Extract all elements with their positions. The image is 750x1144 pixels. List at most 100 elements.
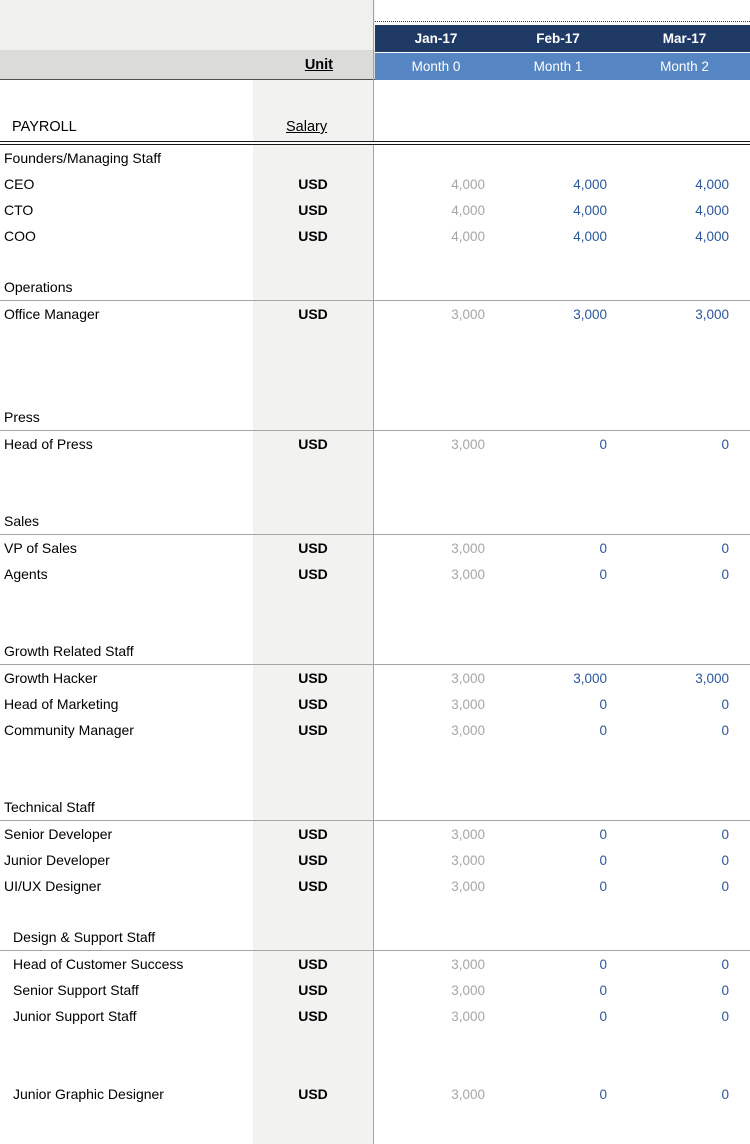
cell-unit[interactable]: USD	[298, 1086, 328, 1102]
cell-value-month1[interactable]: 0	[599, 827, 607, 842]
cell-unit[interactable]: USD	[298, 228, 328, 244]
month-header-cell[interactable]: Mar-17	[662, 31, 707, 46]
section-label[interactable]: Founders/Managing Staff	[4, 150, 161, 166]
cell-value-month2[interactable]: 0	[721, 1009, 729, 1024]
cell-value-month1[interactable]: 0	[599, 879, 607, 894]
month-number-cell[interactable]: Month 2	[660, 59, 709, 74]
cell-value-month0[interactable]: 4,000	[451, 203, 485, 218]
cell-value-month0[interactable]: 3,000	[451, 437, 485, 452]
cell-value-month1[interactable]: 0	[599, 697, 607, 712]
cell-value-month0[interactable]: 3,000	[451, 567, 485, 582]
cell-value-month2[interactable]: 3,000	[695, 671, 729, 686]
cell-unit[interactable]: USD	[298, 878, 328, 894]
cell-unit[interactable]: USD	[298, 176, 328, 192]
cell-role-label[interactable]: Growth Hacker	[4, 670, 98, 686]
cell-value-month2[interactable]: 4,000	[695, 177, 729, 192]
cell-value-month1[interactable]: 3,000	[573, 671, 607, 686]
cell-value-month1[interactable]: 4,000	[573, 229, 607, 244]
cell-role-label[interactable]: CTO	[4, 202, 34, 218]
cell-value-month1[interactable]: 0	[599, 1009, 607, 1024]
cell-value-month1[interactable]: 4,000	[573, 203, 607, 218]
cell-value-month0[interactable]: 3,000	[451, 879, 485, 894]
cell-value-month0[interactable]: 3,000	[451, 541, 485, 556]
month-number-cell[interactable]: Month 0	[411, 59, 461, 74]
cell-role-label[interactable]: Senior Support Staff	[13, 982, 139, 998]
cell-value-month2[interactable]: 0	[721, 827, 729, 842]
cell-value-month1[interactable]: 0	[599, 983, 607, 998]
unit-column-header[interactable]: Unit	[304, 56, 333, 73]
month-number-cell[interactable]: Month 1	[533, 59, 583, 74]
cell-value-month2[interactable]: 0	[721, 879, 729, 894]
cell-role-label[interactable]: Head of Press	[4, 436, 93, 452]
cell-value-month0[interactable]: 3,000	[451, 853, 485, 868]
cell-unit[interactable]: USD	[298, 696, 328, 712]
cell-value-month1[interactable]: 0	[599, 723, 607, 738]
cell-unit[interactable]: USD	[298, 202, 328, 218]
cell-value-month0[interactable]: 3,000	[451, 723, 485, 738]
cell-value-month2[interactable]: 0	[721, 957, 729, 972]
cell-value-month0[interactable]: 3,000	[451, 957, 485, 972]
cell-value-month0[interactable]: 3,000	[451, 1009, 485, 1024]
section-label[interactable]: Growth Related Staff	[4, 643, 134, 659]
cell-unit[interactable]: USD	[298, 826, 328, 842]
section-label[interactable]: Technical Staff	[4, 799, 95, 815]
section-label[interactable]: Press	[4, 409, 40, 425]
cell-role-label[interactable]: Senior Developer	[4, 826, 113, 842]
cell-value-month2[interactable]: 0	[721, 1087, 729, 1102]
cell-value-month2[interactable]: 0	[721, 983, 729, 998]
cell-unit[interactable]: USD	[298, 722, 328, 738]
cell-unit[interactable]: USD	[298, 566, 328, 582]
cell-value-month0[interactable]: 3,000	[451, 827, 485, 842]
cell-value-month1[interactable]: 0	[599, 541, 607, 556]
cell-role-label[interactable]: Agents	[4, 566, 48, 582]
cell-value-month2[interactable]: 0	[721, 697, 729, 712]
cell-unit[interactable]: USD	[298, 852, 328, 868]
cell-unit[interactable]: USD	[298, 1008, 328, 1024]
cell-value-month2[interactable]: 0	[721, 541, 729, 556]
cell-value-month1[interactable]: 3,000	[573, 307, 607, 322]
cell-value-month0[interactable]: 3,000	[451, 671, 485, 686]
cell-role-label[interactable]: COO	[4, 228, 36, 244]
section-label[interactable]: Design & Support Staff	[13, 929, 156, 945]
section-label[interactable]: Sales	[4, 513, 40, 529]
month-header-cell[interactable]: Jan-17	[414, 31, 458, 46]
cell-value-month1[interactable]: 0	[599, 437, 607, 452]
cell-value-month0[interactable]: 4,000	[451, 229, 485, 244]
cell-role-label[interactable]: Junior Support Staff	[13, 1008, 137, 1024]
cell-value-month0[interactable]: 3,000	[451, 983, 485, 998]
cell-value-month0[interactable]: 3,000	[451, 697, 485, 712]
cell-value-month2[interactable]: 3,000	[695, 307, 729, 322]
cell-unit[interactable]: USD	[298, 436, 328, 452]
cell-role-label[interactable]: Head of Customer Success	[13, 956, 184, 972]
cell-role-label[interactable]: UI/UX Designer	[4, 878, 102, 894]
cell-unit[interactable]: USD	[298, 982, 328, 998]
cell-value-month1[interactable]: 4,000	[573, 177, 607, 192]
cell-value-month2[interactable]: 0	[721, 437, 729, 452]
cell-value-month0[interactable]: 3,000	[451, 1087, 485, 1102]
cell-role-label[interactable]: Head of Marketing	[4, 696, 119, 712]
month-header-cell[interactable]: Feb-17	[536, 31, 580, 46]
cell-value-month1[interactable]: 0	[599, 1087, 607, 1102]
cell-role-label[interactable]: Junior Developer	[4, 852, 110, 868]
cell-value-month2[interactable]: 0	[721, 853, 729, 868]
cell-value-month2[interactable]: 0	[721, 567, 729, 582]
cell-role-label[interactable]: VP of Sales	[4, 540, 77, 556]
cell-role-label[interactable]: CEO	[4, 176, 35, 192]
cell-role-label[interactable]: Community Manager	[4, 722, 134, 738]
table-row: Head of Customer Success USD 3,000 0 0	[0, 951, 750, 977]
cell-value-month1[interactable]: 0	[599, 853, 607, 868]
cell-value-month0[interactable]: 4,000	[451, 177, 485, 192]
cell-unit[interactable]: USD	[298, 540, 328, 556]
cell-value-month2[interactable]: 4,000	[695, 203, 729, 218]
cell-unit[interactable]: USD	[298, 956, 328, 972]
cell-value-month2[interactable]: 0	[721, 723, 729, 738]
cell-value-month1[interactable]: 0	[599, 567, 607, 582]
cell-role-label[interactable]: Junior Graphic Designer	[13, 1086, 164, 1102]
cell-unit[interactable]: USD	[298, 306, 328, 322]
cell-value-month0[interactable]: 3,000	[451, 307, 485, 322]
cell-value-month1[interactable]: 0	[599, 957, 607, 972]
cell-unit[interactable]: USD	[298, 670, 328, 686]
cell-role-label[interactable]: Office Manager	[4, 306, 100, 322]
cell-value-month2[interactable]: 4,000	[695, 229, 729, 244]
section-label[interactable]: Operations	[4, 279, 73, 295]
